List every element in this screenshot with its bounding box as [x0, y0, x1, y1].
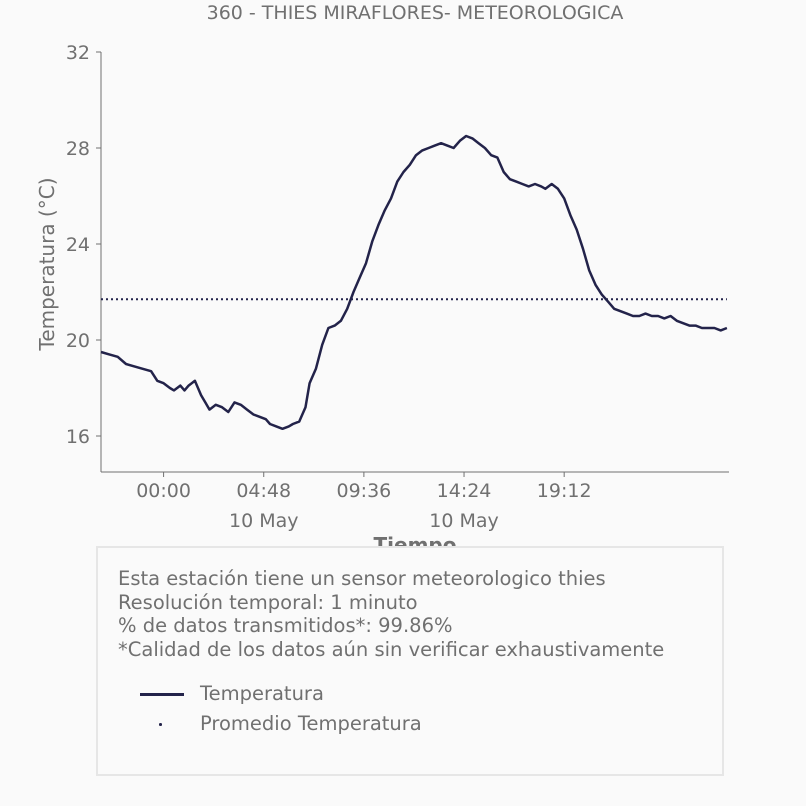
info-box: Esta estación tiene un sensor meteorolog…: [96, 546, 724, 776]
y-tick-label: 16: [66, 426, 90, 448]
chart-title: 360 - THIES MIRAFLORES- METEOROLOGICA: [206, 2, 624, 24]
y-tick-label: 32: [66, 42, 90, 64]
x-tick-sublabel: 10 May: [229, 510, 299, 532]
x-tick-label: 09:36: [337, 480, 392, 502]
info-line-transmitted: % de datos transmitidos*: 99.86%: [118, 614, 453, 637]
y-tick-label: 24: [66, 234, 90, 256]
legend-solid-line-icon: [140, 693, 184, 696]
legend-label-temperatura: Temperatura: [200, 682, 324, 705]
legend-item-promedio: Promedio Temperatura: [138, 712, 538, 736]
info-line-sensor: Esta estación tiene un sensor meteorolog…: [118, 567, 606, 590]
info-line-quality: *Calidad de los datos aún sin verificar …: [118, 637, 665, 661]
legend-label-promedio: Promedio Temperatura: [200, 712, 422, 735]
info-line-resolution: Resolución temporal: 1 minuto: [118, 590, 418, 614]
y-tick-label: 28: [66, 138, 90, 160]
x-tick-label: 19:12: [537, 480, 592, 502]
x-tick-label: 04:48: [236, 480, 291, 502]
axes: [100, 52, 729, 473]
tick-layer: 16 20 24 28 32 00:00 04:48 10 May 09:36 14:24 10 M…: [35, 42, 592, 532]
info-text: Esta estación tiene un sensor meteorolog…: [118, 567, 664, 661]
series-layer: [100, 134, 728, 431]
legend-dotted-line-icon: [159, 723, 162, 726]
x-tick-label: 00:00: [136, 480, 191, 502]
x-tick-label: 14:24: [437, 480, 492, 502]
y-axis-label: Temperatura (°C): [35, 177, 59, 351]
series-line-temperatura: [100, 134, 728, 431]
y-tick-label: 20: [66, 330, 90, 352]
legend-item-temperatura: Temperatura: [138, 682, 538, 706]
x-tick-sublabel: 10 May: [429, 510, 499, 532]
temperature-chart: 16 20 24 28 32 00:00 04:48 10 May 09:36 14:24 10 M…: [35, 42, 729, 532]
